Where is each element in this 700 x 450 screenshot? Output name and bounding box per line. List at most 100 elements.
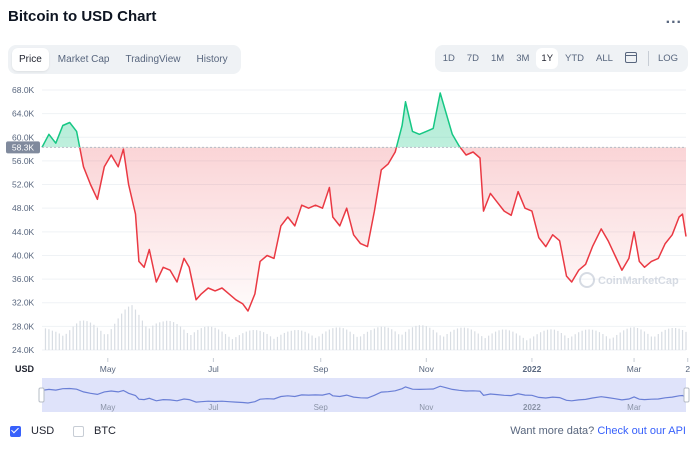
volume-bar — [339, 327, 341, 350]
range-1d[interactable]: 1D — [442, 53, 455, 64]
x-tick-label: 2022 — [522, 364, 541, 374]
volume-bar — [529, 338, 531, 350]
volume-bar — [654, 336, 656, 350]
range-7d[interactable]: 7D — [466, 53, 479, 64]
volume-bar — [398, 334, 400, 350]
volume-bar — [616, 334, 618, 350]
volume-bar — [114, 323, 116, 350]
volume-bar — [141, 320, 144, 350]
area-below-baseline — [79, 147, 686, 311]
more-data-text: Want more data? Check out our API — [510, 425, 686, 437]
tab-tradingview[interactable]: TradingView — [125, 54, 181, 65]
volume-bar — [609, 338, 611, 350]
range-all[interactable]: ALL — [596, 53, 613, 64]
x-tick-label: May — [100, 364, 117, 374]
volume-bar — [186, 333, 189, 350]
volume-bar — [127, 306, 130, 350]
volume-bar — [48, 329, 50, 350]
navigator-tick-label: May — [100, 403, 115, 412]
calendar-button[interactable] — [620, 47, 642, 71]
volume-bar — [373, 328, 375, 350]
navigator-tick-label: 2022 — [523, 403, 541, 412]
x-tick-label: Mar — [627, 364, 642, 374]
volume-bar — [311, 335, 313, 350]
volume-bar — [145, 326, 147, 350]
volume-bar — [100, 330, 102, 350]
volume-bar — [449, 331, 452, 350]
volume-bar — [176, 323, 178, 350]
volume-bar — [51, 330, 53, 350]
api-link[interactable]: Check out our API — [597, 425, 686, 437]
volume-bar — [453, 329, 455, 350]
volume-bar — [661, 331, 663, 350]
volume-bar — [252, 330, 254, 350]
volume-bar — [491, 333, 493, 350]
volume-bar — [553, 329, 556, 350]
volume-bar — [685, 331, 687, 350]
volume-bar — [560, 333, 562, 350]
volume-bar — [152, 325, 154, 350]
volume-bar — [103, 334, 105, 350]
volume-bar — [183, 329, 185, 350]
volume-bar — [384, 326, 386, 350]
y-tick-label: 24.0K — [12, 345, 35, 355]
volume-bar — [443, 336, 445, 350]
range-3m[interactable]: 3M — [516, 53, 530, 64]
price-chart[interactable]: 24.0K 28.0K 32.0K 36.0K 40.0K 44.0K 48.0K 52.0K… — [0, 80, 700, 420]
y-tick-label: 60.0K — [12, 132, 35, 142]
usd-checkbox[interactable] — [10, 425, 21, 437]
volume-bar — [588, 329, 590, 350]
volume-bar — [332, 328, 334, 350]
navigator-tick-label: Nov — [419, 403, 433, 412]
log-toggle[interactable]: LOG — [657, 53, 678, 64]
btc-checkbox[interactable] — [73, 425, 84, 437]
range-1m[interactable]: 1M — [491, 53, 505, 64]
volume-bar — [522, 337, 524, 350]
volume-bar — [211, 326, 213, 350]
volume-bar — [671, 327, 673, 350]
usd-toggle[interactable]: USD — [10, 425, 54, 437]
volume-bar — [172, 322, 175, 350]
volume-bar — [238, 335, 240, 350]
volume-bar — [242, 333, 244, 350]
volume-bar — [366, 331, 369, 350]
y-tick-label: 36.0K — [12, 274, 35, 284]
more-options-icon[interactable]: ... — [665, 10, 682, 27]
y-tick-label: 48.0K — [12, 203, 35, 213]
volume-bar — [166, 320, 168, 350]
volume-bar — [498, 330, 500, 350]
range-selector: 1D 7D 1M 3M 1Y YTD ALL LOG — [434, 45, 688, 72]
x-tick-label: Nov — [419, 364, 435, 374]
volume-bar — [342, 328, 344, 350]
volume-bar — [363, 333, 365, 350]
volume-bar — [169, 320, 171, 350]
volume-bar — [214, 327, 216, 350]
volume-bar — [584, 329, 587, 350]
volume-bar — [200, 328, 202, 350]
volume-bar — [276, 336, 279, 350]
volume-bar — [470, 329, 472, 350]
tab-history[interactable]: History — [196, 54, 228, 65]
volume-bar — [231, 339, 234, 350]
volume-bar — [567, 338, 569, 350]
volume-bar — [245, 331, 247, 350]
volume-bar — [93, 324, 95, 350]
volume-bar — [574, 334, 576, 350]
volume-bar — [301, 330, 303, 350]
range-1y[interactable]: 1Y — [536, 48, 559, 69]
volume-bar — [86, 321, 88, 350]
volume-bar — [283, 332, 285, 350]
volume-bar — [356, 336, 358, 350]
volume-bar — [664, 329, 666, 350]
btc-toggle[interactable]: BTC — [73, 425, 116, 437]
range-ytd[interactable]: YTD — [565, 53, 585, 64]
tab-market-cap[interactable]: Market Cap — [57, 54, 110, 65]
volume-bar — [121, 313, 123, 350]
tab-price[interactable]: Price — [12, 48, 49, 71]
volume-bar — [193, 332, 195, 350]
watermark-logo — [579, 272, 595, 288]
volume-bar — [501, 329, 504, 350]
volume-bar — [429, 327, 431, 350]
volume-bar — [546, 329, 549, 350]
range-divider — [647, 51, 649, 66]
